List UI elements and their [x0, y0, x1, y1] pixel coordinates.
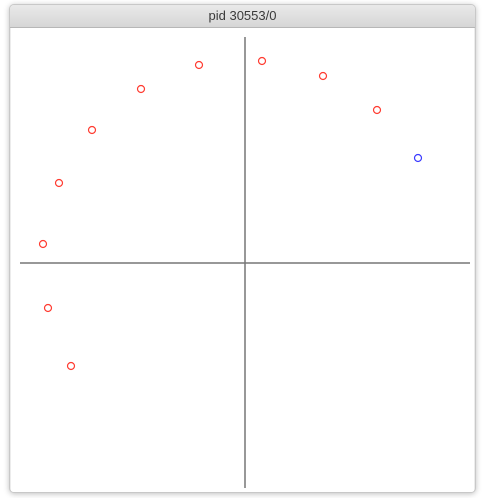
plot-point[interactable]: [372, 105, 382, 115]
window-titlebar[interactable]: pid 30553/0: [10, 5, 475, 28]
app-window: pid 30553/0: [9, 4, 476, 493]
plot-point[interactable]: [38, 239, 48, 249]
plot-point[interactable]: [54, 178, 64, 188]
plot-canvas[interactable]: [10, 28, 475, 493]
plot-point[interactable]: [66, 361, 76, 371]
plot-point[interactable]: [257, 56, 267, 66]
canvas-background: [11, 28, 474, 492]
plot-point[interactable]: [194, 60, 204, 70]
canvas-area[interactable]: [10, 28, 475, 493]
plot-point[interactable]: [43, 303, 53, 313]
plot-point[interactable]: [136, 84, 146, 94]
plot-point-selected[interactable]: [413, 153, 423, 163]
plot-point[interactable]: [318, 71, 328, 81]
plot-point[interactable]: [87, 125, 97, 135]
window-title: pid 30553/0: [208, 8, 277, 23]
